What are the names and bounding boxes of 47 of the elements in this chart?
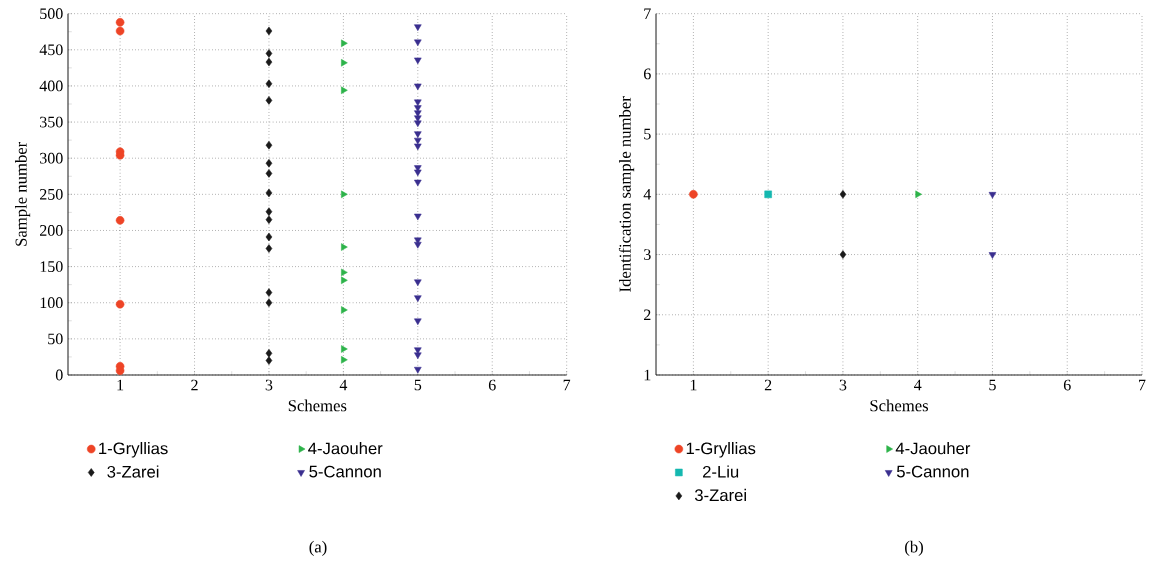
legend-label: 5-Cannon <box>896 465 969 478</box>
x-tick-label: 7 <box>1139 379 1146 391</box>
y-tick-label: 5 <box>644 128 651 140</box>
x-tick-label: 5 <box>989 379 996 391</box>
legend-label: 1-Gryllias <box>686 442 756 458</box>
x-tick-label: 4 <box>339 379 348 391</box>
x-tick-label: 1 <box>117 379 124 391</box>
y-tick-label: 400 <box>39 80 63 92</box>
text: (b) <box>905 540 923 556</box>
x-axis-title: Schemes <box>288 399 347 412</box>
y-tick-label: 200 <box>40 225 63 236</box>
y-axis-title: Identification sample number <box>618 96 635 292</box>
x-axis-title: Schemes <box>870 399 929 412</box>
y-tick-label: 350 <box>40 116 63 128</box>
x-tick-label: 6 <box>1063 379 1071 391</box>
legend-label: 5-Cannon <box>309 465 381 478</box>
y-tick-label: 2 <box>644 309 651 321</box>
y-tick-label: 50 <box>48 333 63 345</box>
text: (a) <box>309 540 327 556</box>
x-tick-label: 2 <box>191 379 198 391</box>
x-tick-label: 6 <box>488 379 496 391</box>
y-tick-label: 150 <box>40 261 63 272</box>
y-tick-label: 1 <box>644 369 651 381</box>
y-tick-label: 4 <box>643 189 652 200</box>
y-tick-label: 7 <box>644 8 651 19</box>
y-tick-label: 250 <box>40 188 63 200</box>
y-tick-label: 450 <box>39 44 63 56</box>
legend-label: 3-Zarei <box>694 488 746 502</box>
x-tick-label: 2 <box>764 379 772 391</box>
legend-label: 2-Liu <box>703 465 739 478</box>
y-tick-label: 100 <box>40 297 63 309</box>
y-tick-label: 6 <box>643 68 651 80</box>
legend-label: 4-Jaouher <box>308 442 383 455</box>
y-tick-label: 0 <box>55 369 63 381</box>
legend-label: 4-Jaouher <box>895 442 971 455</box>
y-axis-title: Sample number <box>15 141 31 246</box>
x-tick-label: 7 <box>563 379 571 391</box>
legend-label: 3-Zarei <box>107 465 159 478</box>
x-tick-label: 5 <box>414 379 422 391</box>
x-tick-label: 1 <box>690 379 697 391</box>
y-tick-label: 500 <box>40 8 63 20</box>
y-tick-label: 3 <box>644 249 651 260</box>
legend-label: 1-Gryllias <box>99 442 168 458</box>
x-tick-label: 4 <box>914 379 922 391</box>
x-tick-label: 3 <box>265 379 273 391</box>
y-tick-label: 300 <box>40 152 63 164</box>
x-tick-label: 3 <box>839 379 847 391</box>
